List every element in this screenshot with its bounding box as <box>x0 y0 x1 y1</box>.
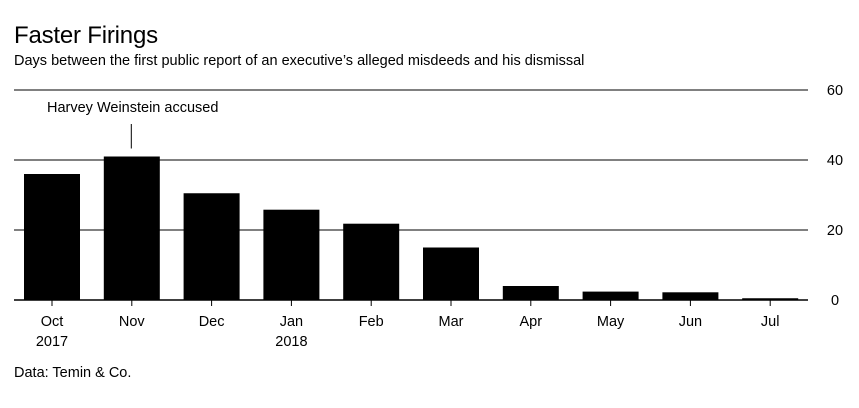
x-tick-label: Jan <box>280 314 303 330</box>
x-tick-label: Nov <box>119 314 146 330</box>
bar-nov <box>103 156 160 300</box>
x-tick-label: Oct <box>41 314 64 330</box>
annotations: Harvey Weinstein accused <box>47 100 218 149</box>
chart-subtitle: Days between the first public report of … <box>14 53 585 69</box>
bar-jan <box>263 209 320 300</box>
y-tick-label: 60 <box>827 83 843 99</box>
x-tick-label: May <box>597 314 625 330</box>
bar-jul <box>742 298 799 300</box>
bar-apr <box>502 286 559 300</box>
bar-feb <box>343 223 400 300</box>
x-tick-label: Jun <box>679 314 702 330</box>
bar-may <box>582 291 639 300</box>
x-tick-year-label: 2018 <box>275 334 307 350</box>
bar-jun <box>662 292 719 300</box>
axes: 0 20 40 60 Oct 2017 Nov Dec Jan 2018 Feb Mar Apr May J… <box>14 83 843 350</box>
x-tick-label: Dec <box>199 314 225 330</box>
x-tick-year-label: 2017 <box>36 334 68 350</box>
y-tick-label: 0 <box>831 293 839 309</box>
annotation-label: Harvey Weinstein accused <box>47 100 218 116</box>
bar-mar <box>423 247 479 300</box>
bars <box>24 156 799 300</box>
bar-dec <box>183 193 240 300</box>
chart-title: Faster Firings <box>14 22 158 49</box>
bar-oct <box>24 174 80 300</box>
y-tick-label: 40 <box>827 153 843 169</box>
x-tick-label: Apr <box>520 314 543 330</box>
x-tick-label: Jul <box>761 314 780 330</box>
data-source: Data: Temin & Co. <box>14 365 132 381</box>
x-tick-label: Feb <box>359 314 384 330</box>
x-tick-label: Mar <box>439 314 464 330</box>
y-tick-label: 20 <box>827 223 843 239</box>
